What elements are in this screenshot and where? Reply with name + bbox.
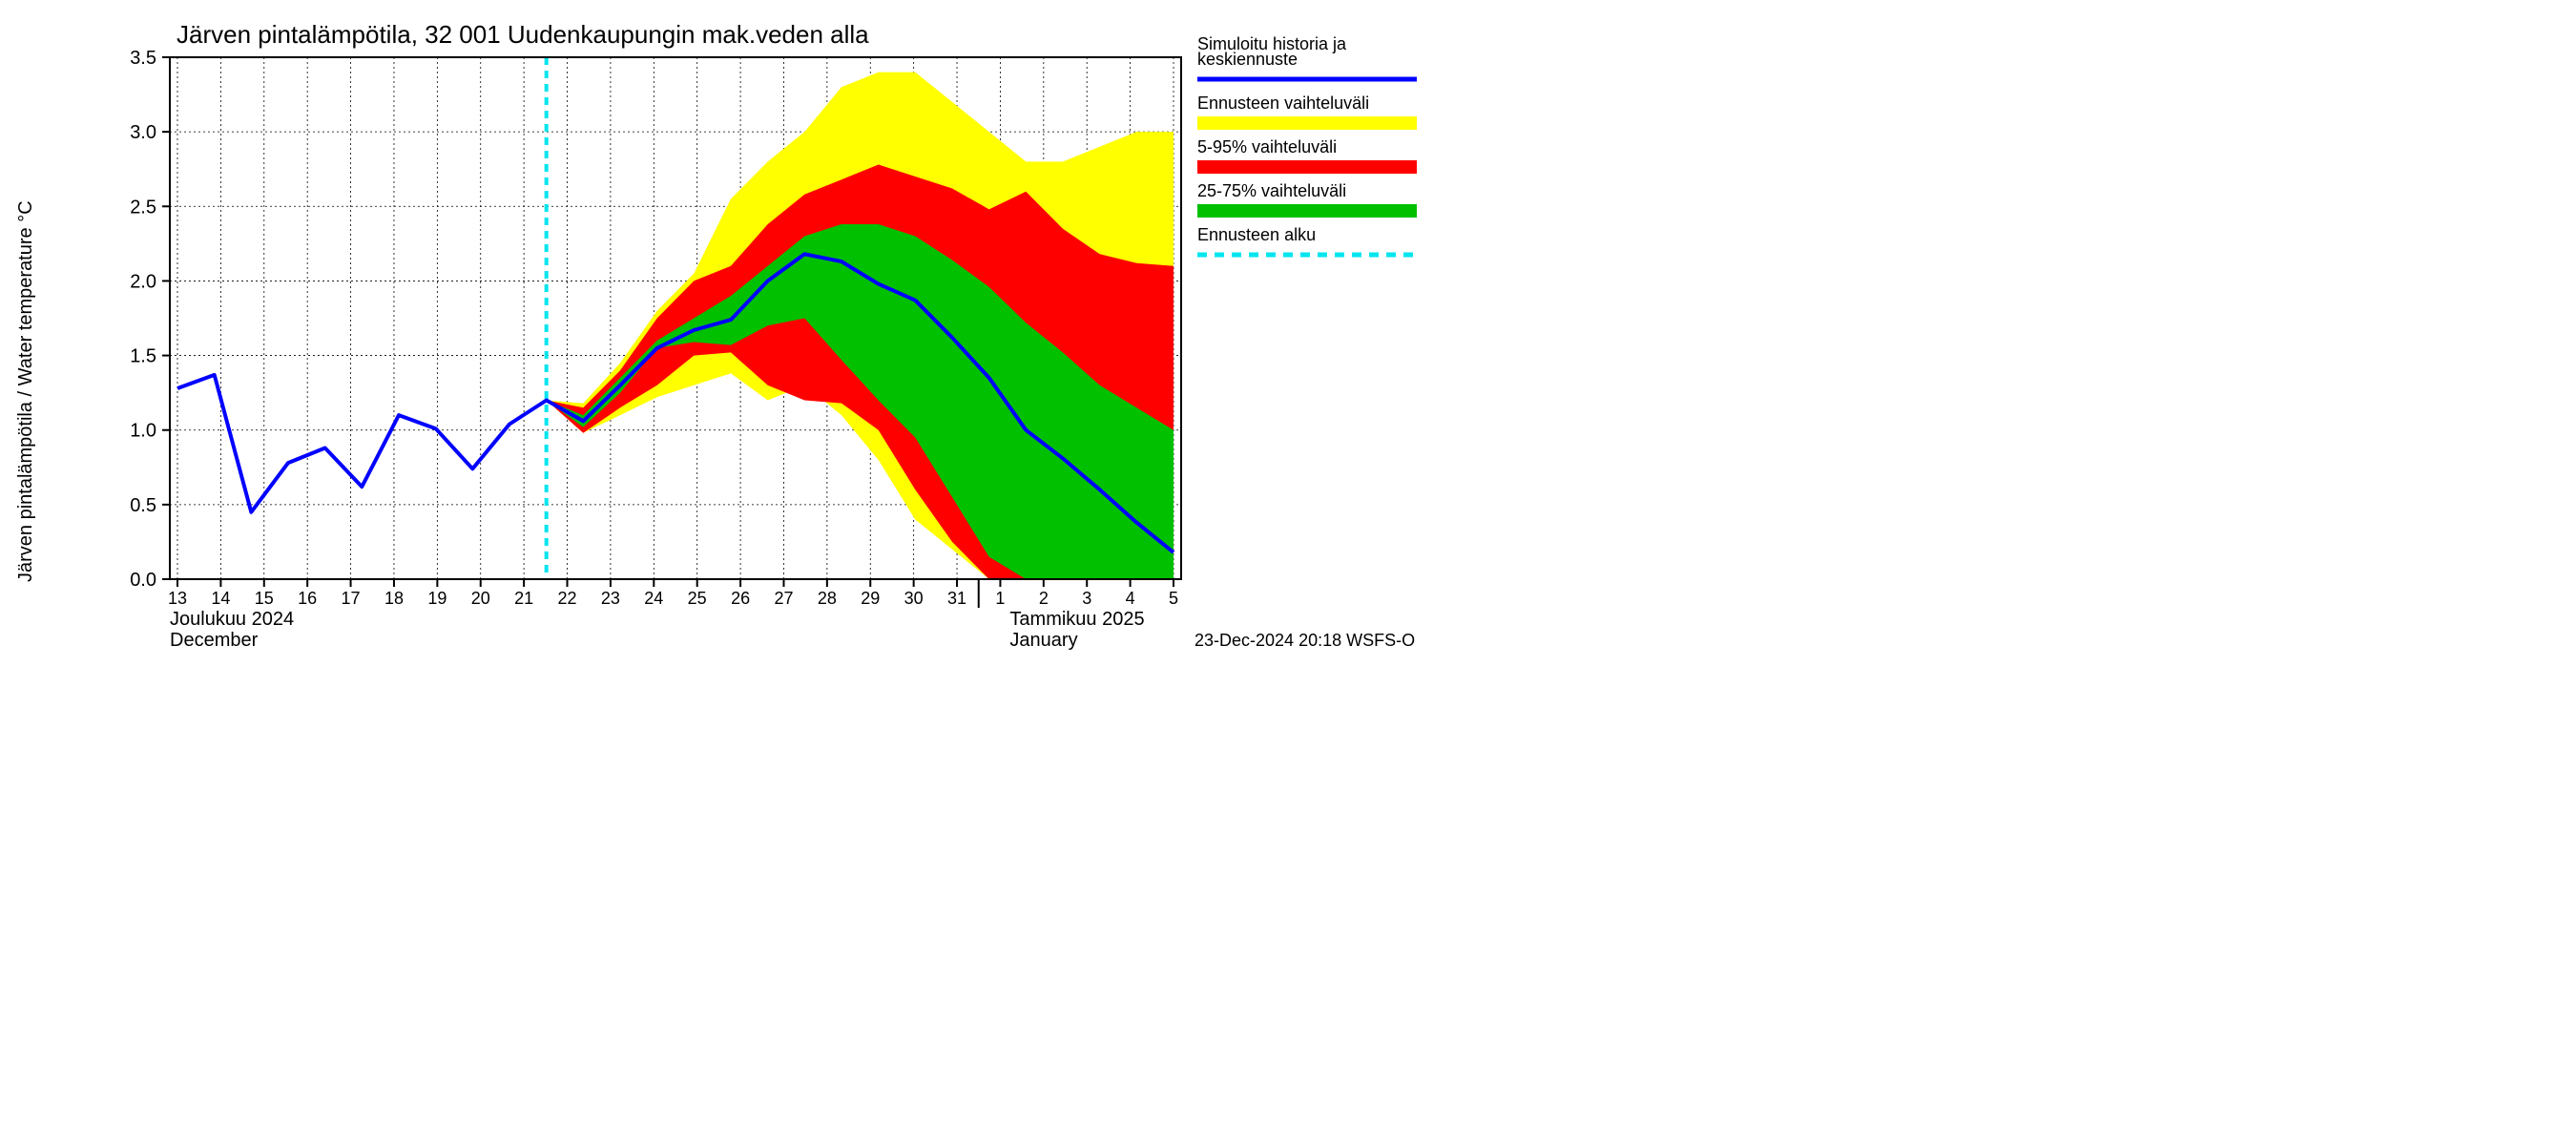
x-tick-label: 13 <box>168 589 187 608</box>
month-right-line1: Tammikuu 2025 <box>1009 609 1144 630</box>
x-tick-label: 5 <box>1169 589 1178 608</box>
x-tick-label: 31 <box>947 589 966 608</box>
x-tick-label: 27 <box>774 589 793 608</box>
y-tick-label: 1.0 <box>130 421 156 442</box>
legend-label: 5-95% vaihteluväli <box>1197 137 1337 156</box>
y-tick-label: 0.5 <box>130 495 156 516</box>
timestamp-label: 23-Dec-2024 20:18 WSFS-O <box>1195 631 1415 650</box>
y-tick-label: 0.0 <box>130 570 156 591</box>
x-tick-label: 16 <box>298 589 317 608</box>
x-tick-label: 25 <box>688 589 707 608</box>
legend-label: 25-75% vaihteluväli <box>1197 181 1346 200</box>
y-axis-label: Järven pintalämpötila / Water temperatur… <box>15 200 36 582</box>
x-tick-label: 4 <box>1126 589 1135 608</box>
y-tick-label: 2.5 <box>130 197 156 218</box>
month-left-line1: Joulukuu 2024 <box>170 609 294 630</box>
x-tick-label: 24 <box>644 589 663 608</box>
month-right-line2: January <box>1009 630 1077 651</box>
plot-area: 0.00.51.01.52.02.53.03.51314151617181920… <box>130 48 1181 608</box>
y-tick-label: 1.5 <box>130 346 156 367</box>
y-tick-label: 2.0 <box>130 271 156 292</box>
legend: Simuloitu historia jakeskiennusteEnnuste… <box>1197 34 1417 255</box>
legend-swatch <box>1197 116 1417 130</box>
legend-swatch <box>1197 204 1417 218</box>
x-tick-label: 22 <box>558 589 577 608</box>
x-tick-label: 30 <box>904 589 924 608</box>
x-tick-label: 21 <box>514 589 533 608</box>
month-left-line2: December <box>170 630 259 651</box>
x-tick-label: 29 <box>861 589 880 608</box>
x-tick-label: 23 <box>601 589 620 608</box>
x-tick-label: 18 <box>384 589 404 608</box>
chart-title: Järven pintalämpötila, 32 001 Uudenkaupu… <box>177 20 869 49</box>
x-tick-label: 1 <box>995 589 1005 608</box>
chart-container: Järven pintalämpötila, 32 001 Uudenkaupu… <box>0 0 1431 668</box>
legend-swatch <box>1197 160 1417 174</box>
y-tick-label: 3.0 <box>130 122 156 143</box>
x-tick-label: 17 <box>342 589 361 608</box>
legend-label: Ennusteen vaihteluväli <box>1197 94 1369 113</box>
y-tick-label: 3.5 <box>130 48 156 69</box>
legend-label: keskiennuste <box>1197 50 1298 69</box>
x-tick-label: 3 <box>1082 589 1091 608</box>
x-tick-label: 14 <box>211 589 230 608</box>
legend-label: Ennusteen alku <box>1197 225 1316 244</box>
x-tick-label: 15 <box>255 589 274 608</box>
x-tick-label: 20 <box>471 589 490 608</box>
x-tick-label: 26 <box>731 589 750 608</box>
x-tick-label: 19 <box>427 589 447 608</box>
chart-svg: Järven pintalämpötila, 32 001 Uudenkaupu… <box>0 0 1431 668</box>
x-tick-label: 28 <box>818 589 837 608</box>
x-tick-label: 2 <box>1039 589 1049 608</box>
